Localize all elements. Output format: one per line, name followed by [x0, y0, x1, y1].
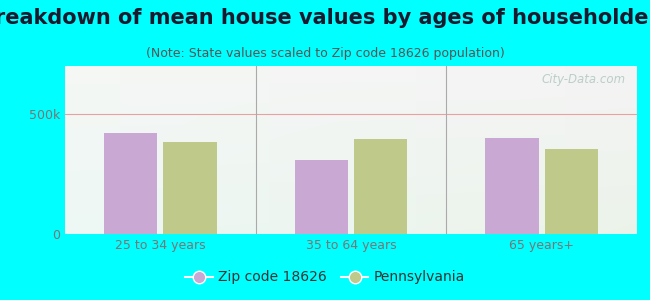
Bar	[545, 149, 598, 234]
Legend: Zip code 18626, Pennsylvania: Zip code 18626, Pennsylvania	[179, 265, 471, 290]
Bar	[104, 133, 157, 234]
Bar	[486, 138, 539, 234]
Bar	[354, 139, 408, 234]
Text: City-Data.com: City-Data.com	[541, 73, 625, 86]
Bar	[294, 160, 348, 234]
Bar	[163, 142, 216, 234]
Text: (Note: State values scaled to Zip code 18626 population): (Note: State values scaled to Zip code 1…	[146, 46, 504, 59]
Text: Breakdown of mean house values by ages of householders: Breakdown of mean house values by ages o…	[0, 8, 650, 28]
